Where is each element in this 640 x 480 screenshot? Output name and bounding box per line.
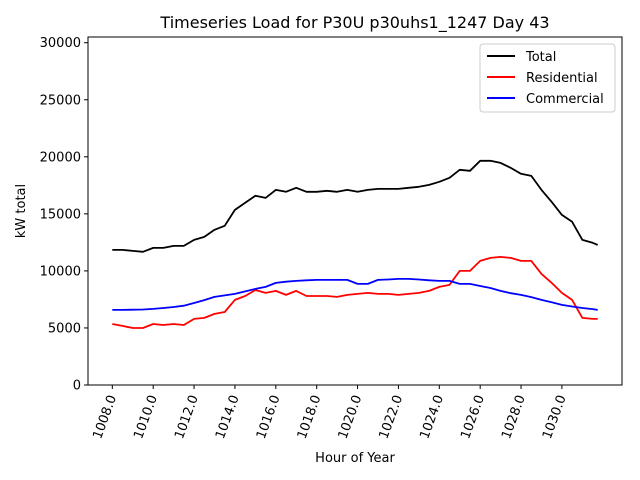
y-tick-label: 20000 — [40, 150, 81, 165]
y-tick-label: 5000 — [48, 321, 81, 336]
legend-frame — [479, 43, 616, 113]
x-tick-label: 1030.0 — [540, 393, 570, 441]
x-tick-label: 1012.0 — [172, 393, 202, 441]
y-tick-label: 15000 — [40, 207, 81, 222]
x-tick-label: 1024.0 — [417, 393, 447, 441]
x-tick-label: 1008.0 — [90, 393, 120, 441]
y-axis: 0 5000 10000 15000 20000 25000 30000 — [40, 36, 88, 394]
plot-area — [112, 159, 599, 329]
x-tick-label: 1020.0 — [336, 393, 366, 441]
legend: Total Residential Commercial — [479, 43, 616, 113]
y-tick-label: 10000 — [40, 264, 81, 279]
x-tick-label: 1014.0 — [213, 393, 243, 441]
y-tick-label: 0 — [73, 379, 81, 394]
series-line-total — [112, 159, 599, 253]
x-tick-label: 1022.0 — [377, 393, 407, 441]
legend-label-total: Total — [525, 50, 556, 65]
x-axis: 1008.0 1010.0 1012.0 1014.0 1016.0 1018.0 1020… — [90, 385, 570, 441]
x-axis-label: Hour of Year — [315, 451, 395, 466]
legend-label-residential: Residential — [526, 71, 598, 86]
x-tick-label: 1028.0 — [499, 393, 529, 441]
x-tick-label: 1016.0 — [254, 393, 284, 441]
chart-title: Timeseries Load for P30U p30uhs1_1247 Da… — [159, 13, 549, 33]
axes-frame — [87, 36, 623, 386]
y-tick-label: 30000 — [40, 36, 81, 51]
y-tick-label: 25000 — [40, 93, 81, 108]
x-tick-label: 1010.0 — [131, 393, 161, 441]
series-line-residential — [112, 255, 598, 329]
series-line-commercial — [112, 277, 598, 311]
y-axis-label: kW total — [14, 184, 29, 238]
x-tick-label: 1026.0 — [458, 393, 488, 441]
legend-label-commercial: Commercial — [526, 92, 604, 107]
x-tick-label: 1018.0 — [295, 393, 325, 441]
